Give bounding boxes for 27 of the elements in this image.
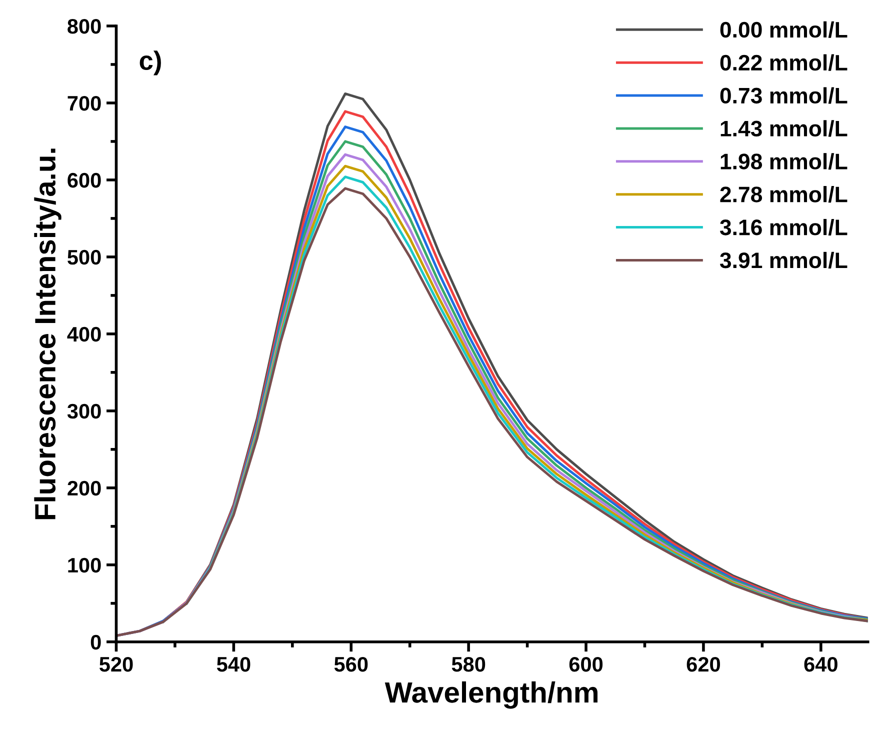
- x-tick-label: 620: [686, 656, 720, 672]
- y-tick-label: 600: [68, 172, 101, 188]
- y-tick-label: 700: [68, 96, 101, 111]
- legend-label: 3.91 mmol/L: [720, 252, 848, 268]
- x-tick-label: 640: [804, 656, 838, 672]
- y-tick-label: 300: [67, 404, 101, 419]
- legend-label: 3.16 mmol/L: [720, 218, 848, 236]
- y-tick-label: 200: [68, 480, 101, 496]
- legend-label: 1.43 mmol/L: [720, 120, 848, 137]
- legend-label: 0.22 mmol/L: [720, 54, 848, 71]
- y-axis-title: Fluorescence Intensity/a.u.: [34, 148, 62, 520]
- y-tick-label: 500: [68, 250, 101, 265]
- y-tick-label: 0: [90, 634, 101, 650]
- y-tick-label: 100: [68, 558, 101, 573]
- legend-label: 0.73 mmol/L: [720, 87, 848, 104]
- x-tick-label: 540: [216, 656, 250, 672]
- x-tick-label: 520: [100, 656, 133, 672]
- y-tick-label: 400: [67, 326, 101, 342]
- legend-label: 0.00 mmol/L: [720, 21, 848, 38]
- legend-label: 2.78 mmol/L: [720, 186, 848, 203]
- x-tick-label: 600: [569, 656, 603, 672]
- x-axis-title: Wavelength/nm: [384, 681, 598, 709]
- legend-label: 1.98 mmol/L: [720, 153, 848, 170]
- x-tick-label: 560: [334, 656, 368, 672]
- annotation: c): [140, 50, 161, 76]
- y-tick-label: 800: [68, 18, 101, 34]
- x-tick-label: 580: [452, 656, 486, 672]
